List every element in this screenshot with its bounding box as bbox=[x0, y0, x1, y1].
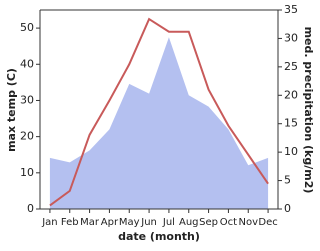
y2-tick-label: 10 bbox=[284, 145, 298, 158]
x-tick-label: Oct bbox=[220, 217, 237, 228]
y-tick-label: 50 bbox=[20, 21, 34, 34]
y2-tick-label: 30 bbox=[284, 31, 298, 44]
x-tick-label: Mar bbox=[80, 217, 100, 228]
y-axis-label: max temp (C) bbox=[5, 68, 18, 152]
y-tick-label: 20 bbox=[20, 130, 34, 143]
y2-tick-label: 15 bbox=[284, 117, 298, 130]
precipitation-area bbox=[49, 37, 269, 209]
x-tick-label: Apr bbox=[101, 217, 119, 228]
x-tick-label: Feb bbox=[61, 217, 79, 228]
chart: date (month) max temp (C) med. precipita… bbox=[5, 3, 315, 243]
y2-axis-label: med. precipitation (kg/m2) bbox=[302, 27, 315, 194]
y2-tick-label: 20 bbox=[284, 88, 298, 101]
y-tick-label: 40 bbox=[20, 57, 34, 70]
y2-tick-label: 25 bbox=[284, 60, 298, 73]
x-tick-label: Jul bbox=[162, 217, 175, 228]
temp-line bbox=[49, 17, 269, 207]
x-tick-label: Nov bbox=[238, 217, 258, 228]
x-tick-label: Sep bbox=[199, 217, 218, 228]
x-tick-label: Jan bbox=[41, 217, 57, 228]
y-tick-label: 10 bbox=[20, 166, 34, 179]
x-tick-label: May bbox=[119, 217, 140, 228]
y2-tick-label: 5 bbox=[284, 174, 291, 187]
y-tick-label: 30 bbox=[20, 93, 34, 106]
x-tick-label: Jun bbox=[140, 217, 157, 228]
y-tick-label: 0 bbox=[27, 202, 34, 215]
x-tick-label: Aug bbox=[179, 217, 199, 228]
y2-tick-label: 35 bbox=[284, 3, 298, 16]
x-tick-label: Dec bbox=[258, 217, 277, 228]
x-axis-label: date (month) bbox=[118, 230, 200, 243]
y2-tick-label: 0 bbox=[284, 202, 291, 215]
